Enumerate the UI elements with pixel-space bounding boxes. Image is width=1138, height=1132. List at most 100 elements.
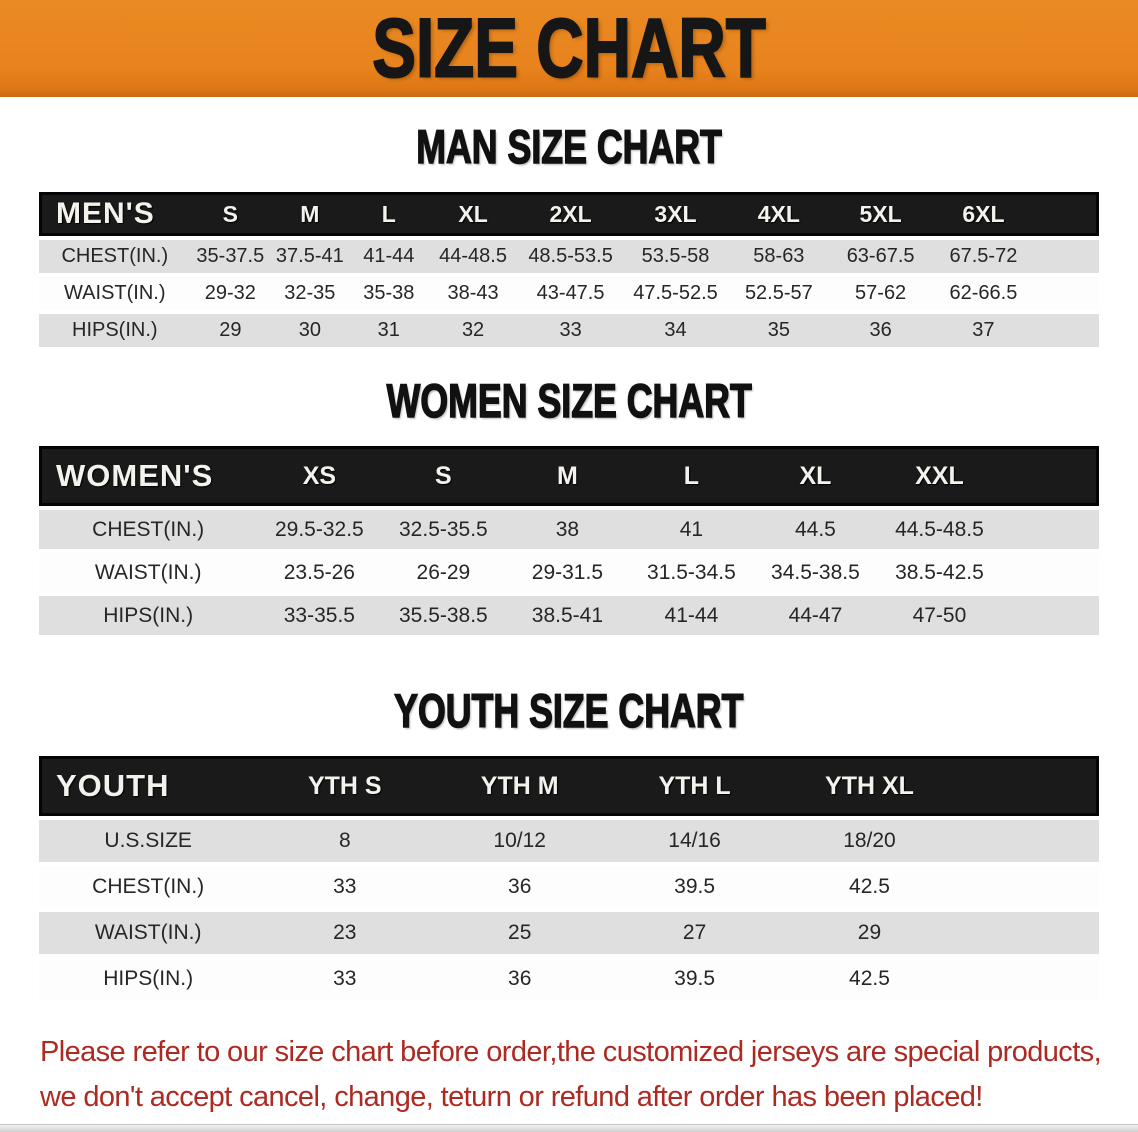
size-header-cell: S [190,192,271,236]
value-cell: 25 [432,912,608,954]
value-cell: 41-44 [349,240,429,273]
measurement-row: CHEST(IN.) 35-37.5 37.5-41 41-44 44-48.5 48.5… [39,240,1099,273]
value-cell: 30 [270,314,350,347]
value-cell: 37 [931,314,1036,347]
men-section-heading: MAN SIZE CHART [0,122,1138,171]
size-header-cell: 3XL [623,192,728,236]
size-header-cell: S [381,446,506,506]
disclaimer-note: Please refer to our size chart before or… [40,1030,1102,1120]
youth-size-table: YOUTH YTH S YTH M YTH L YTH XL U.S.SIZE 8 10/1… [39,752,1099,1004]
value-cell: 34.5-38.5 [753,553,878,592]
value-cell: 38.5-41 [505,596,630,635]
size-header-cell: XXL [877,446,1002,506]
value-cell: 32-35 [270,277,350,310]
row-label-cell: U.S.SIZE [39,820,258,862]
row-spacer-cell [1001,553,1099,592]
header-row: MEN'S S M L XL 2XL 3XL 4XL 5XL 6XL [39,192,1099,236]
value-cell: 67.5-72 [931,240,1036,273]
value-cell: 41 [629,510,754,549]
value-cell: 26-29 [381,553,506,592]
value-cell: 39.5 [607,866,783,908]
row-spacer-cell [956,958,1099,1000]
value-cell: 44-48.5 [428,240,519,273]
value-cell: 33 [518,314,624,347]
measurement-row: U.S.SIZE 8 10/12 14/16 18/20 [39,820,1099,862]
value-cell: 33-35.5 [257,596,382,635]
youth-section-heading: YOUTH SIZE CHART [0,684,1138,737]
women-size-table: WOMEN'S XS S M L XL XXL CHEST(IN.) 29.5-32.5 32.… [39,442,1099,639]
header-spacer-cell [956,756,1099,816]
size-header-cell: YTH M [432,756,608,816]
value-cell: 33 [257,866,433,908]
value-cell: 27 [607,912,783,954]
value-cell: 38 [505,510,630,549]
page-title: SIZE CHART [371,1,766,95]
size-header-cell: XS [257,446,382,506]
value-cell: 23.5-26 [257,553,382,592]
value-cell: 8 [257,820,433,862]
size-header-cell: YTH S [257,756,433,816]
value-cell: 62-66.5 [931,277,1036,310]
header-spacer-cell [1035,192,1099,236]
value-cell: 58-63 [727,240,830,273]
disclaimer-line-1: Please refer to our size chart before or… [40,1036,1102,1068]
size-header-cell: M [270,192,350,236]
size-header-cell: YTH XL [782,756,957,816]
row-label-cell: WAIST(IN.) [39,553,258,592]
size-header-cell: L [349,192,429,236]
value-cell: 29-31.5 [505,553,630,592]
value-cell: 36 [432,958,608,1000]
value-cell: 32 [428,314,519,347]
size-header-cell: XL [428,192,519,236]
row-spacer-cell [956,866,1099,908]
measurement-row: HIPS(IN.) 29 30 31 32 33 34 35 36 37 [39,314,1099,347]
value-cell: 36 [432,866,608,908]
value-cell: 32.5-35.5 [381,510,506,549]
value-cell: 14/16 [607,820,783,862]
value-cell: 57-62 [829,277,932,310]
size-header-cell: 4XL [727,192,830,236]
value-cell: 29.5-32.5 [257,510,382,549]
size-header-cell: YTH L [607,756,783,816]
measurement-row: WAIST(IN.) 23.5-26 26-29 29-31.5 31.5-34.5 34… [39,553,1099,592]
value-cell: 35 [727,314,830,347]
women-size-section: WOMEN SIZE CHART WOMEN'S XS S M L XL XXL CHEST… [0,374,1138,639]
youth-section-heading-text: YOUTH SIZE CHART [394,684,744,737]
measurement-row: HIPS(IN.) 33-35.5 35.5-38.5 38.5-41 41-44 44-… [39,596,1099,635]
row-label-cell: CHEST(IN.) [39,510,258,549]
value-cell: 37.5-41 [270,240,350,273]
bottom-edge-divider [0,1124,1138,1132]
banner: SIZE CHART [0,0,1138,97]
value-cell: 36 [829,314,932,347]
value-cell: 42.5 [782,866,957,908]
disclaimer-line-2: we don't accept cancel, change, teturn o… [40,1080,983,1113]
value-cell: 31 [349,314,429,347]
value-cell: 42.5 [782,958,957,1000]
value-cell: 39.5 [607,958,783,1000]
value-cell: 47-50 [877,596,1002,635]
header-row: YOUTH YTH S YTH M YTH L YTH XL [39,756,1099,816]
row-spacer-cell [1001,510,1099,549]
row-spacer-cell [956,912,1099,954]
row-spacer-cell [956,820,1099,862]
value-cell: 47.5-52.5 [623,277,728,310]
youth-size-section: YOUTH SIZE CHART YOUTH YTH S YTH M YTH L YTH… [0,684,1138,1004]
row-spacer-cell [1001,596,1099,635]
value-cell: 38-43 [428,277,519,310]
men-size-table: MEN'S S M L XL 2XL 3XL 4XL 5XL 6XL CHEST(IN.) 35-3… [39,188,1099,351]
value-cell: 63-67.5 [829,240,932,273]
row-label-cell: CHEST(IN.) [39,866,258,908]
value-cell: 29 [190,314,271,347]
measurement-row: HIPS(IN.) 33 36 39.5 42.5 [39,958,1099,1000]
row-spacer-cell [1035,314,1099,347]
value-cell: 33 [257,958,433,1000]
table-title-cell: YOUTH [39,756,258,816]
size-header-cell: 5XL [829,192,932,236]
value-cell: 48.5-53.5 [518,240,624,273]
row-spacer-cell [1035,240,1099,273]
row-label-cell: HIPS(IN.) [39,958,258,1000]
value-cell: 53.5-58 [623,240,728,273]
measurement-row: WAIST(IN.) 29-32 32-35 35-38 38-43 43-47.5 47.… [39,277,1099,310]
row-label-cell: CHEST(IN.) [39,240,191,273]
women-section-heading-text: WOMEN SIZE CHART [386,374,752,427]
